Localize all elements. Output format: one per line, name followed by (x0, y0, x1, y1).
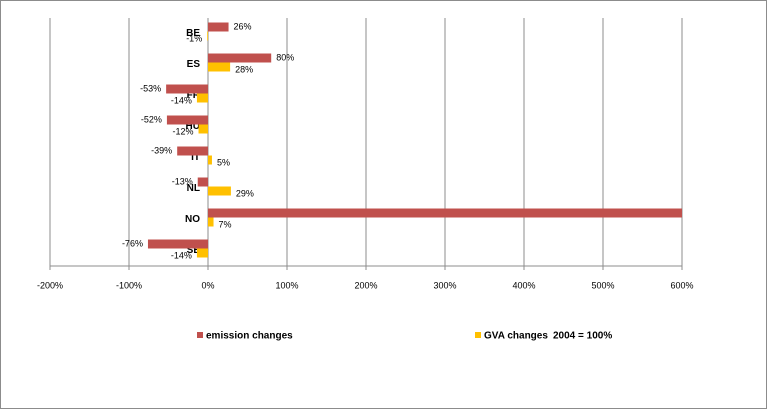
bar (196, 248, 208, 258)
bar (207, 31, 208, 41)
legend-label: emission changes (206, 331, 293, 342)
data-label: -76% (122, 238, 143, 248)
bar (196, 93, 208, 103)
data-label: -13% (172, 176, 193, 186)
bar (208, 62, 231, 72)
data-label: 29% (236, 188, 254, 198)
data-label: 5% (217, 157, 230, 167)
data-label: -1% (186, 33, 202, 43)
bar (177, 146, 208, 156)
x-tick-label: -100% (116, 280, 142, 290)
data-label: -14% (171, 250, 192, 260)
data-label: -39% (151, 145, 172, 155)
bar (208, 217, 214, 227)
bar (147, 239, 208, 249)
bar (208, 22, 229, 32)
legend-label: GVA changes (484, 331, 548, 342)
bar (166, 84, 208, 94)
category-label: IT (191, 152, 200, 163)
bar (197, 177, 208, 187)
category-label: FR (187, 90, 201, 101)
x-tick-label: 200% (354, 280, 377, 290)
data-label: 7% (219, 219, 232, 229)
data-label: 80% (276, 52, 294, 62)
category-label: BE (186, 28, 200, 39)
x-tick-label: 600% (670, 280, 693, 290)
data-label: -52% (141, 114, 162, 124)
category-label: NO (185, 214, 200, 225)
data-label: -12% (173, 126, 194, 136)
bar (208, 155, 212, 165)
x-tick-label: 100% (275, 280, 298, 290)
bar (198, 124, 208, 134)
bar (208, 208, 682, 218)
bar (166, 115, 208, 125)
legend-swatch (475, 332, 481, 338)
category-label: HU (186, 121, 200, 132)
x-tick-label: 300% (433, 280, 456, 290)
legend-swatch (197, 332, 203, 338)
bar (208, 53, 272, 63)
category-label: SE (187, 245, 201, 256)
x-tick-label: 500% (591, 280, 614, 290)
data-label: -53% (140, 83, 161, 93)
category-label: NL (187, 183, 200, 194)
data-label: -14% (171, 95, 192, 105)
annotation: 2004 = 100% (553, 331, 612, 342)
x-tick-label: -200% (37, 280, 63, 290)
x-tick-label: 0% (201, 280, 214, 290)
category-label: ES (187, 59, 201, 70)
data-label: 26% (234, 21, 252, 31)
x-tick-label: 400% (512, 280, 535, 290)
data-label: 28% (235, 64, 253, 74)
bar (208, 186, 231, 196)
